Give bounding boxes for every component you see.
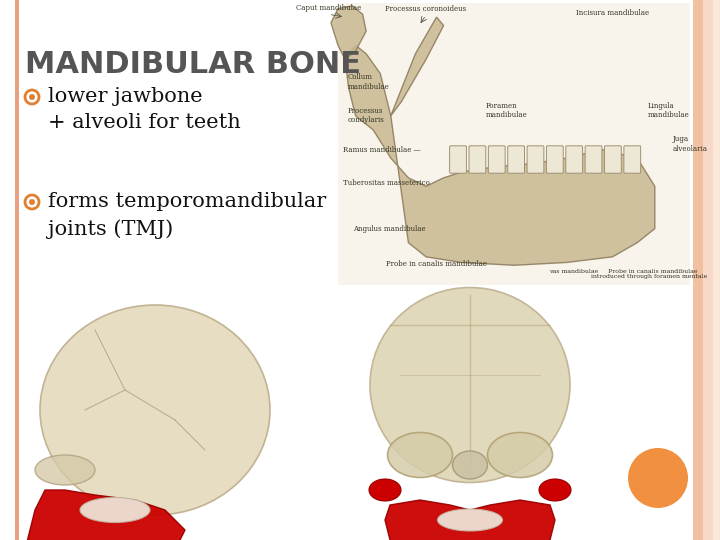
Ellipse shape <box>40 305 270 515</box>
Ellipse shape <box>539 479 571 501</box>
Text: Caput mandibulae: Caput mandibulae <box>296 4 361 12</box>
FancyBboxPatch shape <box>527 146 544 173</box>
Bar <box>15 0 19 540</box>
Text: lower jawbone
+ alveoli for teeth: lower jawbone + alveoli for teeth <box>48 87 240 132</box>
FancyBboxPatch shape <box>566 146 582 173</box>
FancyBboxPatch shape <box>624 146 641 173</box>
FancyBboxPatch shape <box>605 146 621 173</box>
Polygon shape <box>391 17 444 116</box>
FancyBboxPatch shape <box>488 146 505 173</box>
Text: Processus coronoideus: Processus coronoideus <box>385 5 467 13</box>
Polygon shape <box>331 6 366 59</box>
FancyBboxPatch shape <box>585 146 602 173</box>
Ellipse shape <box>387 433 452 477</box>
Ellipse shape <box>370 287 570 483</box>
Text: Probe in canalis mandibulae: Probe in canalis mandibulae <box>386 260 487 268</box>
Text: Lingula
mandibulae: Lingula mandibulae <box>648 102 690 119</box>
Ellipse shape <box>438 509 503 531</box>
Ellipse shape <box>452 451 487 479</box>
Text: Processus
condylaris: Processus condylaris <box>348 107 384 124</box>
Polygon shape <box>25 490 185 540</box>
Circle shape <box>628 448 688 508</box>
Bar <box>338 3 690 285</box>
FancyBboxPatch shape <box>546 146 563 173</box>
Text: Incisura mandibulae: Incisura mandibulae <box>576 9 649 17</box>
FancyBboxPatch shape <box>508 146 524 173</box>
Circle shape <box>29 199 35 205</box>
Text: Collum
mandibulae: Collum mandibulae <box>348 73 390 91</box>
Ellipse shape <box>487 433 552 477</box>
Text: Foramen
mandibulae: Foramen mandibulae <box>486 102 528 119</box>
Ellipse shape <box>35 455 95 485</box>
Bar <box>703 0 715 540</box>
Ellipse shape <box>80 497 150 523</box>
Text: Angulus mandibulae: Angulus mandibulae <box>353 225 426 233</box>
Text: MANDIBULAR BONE: MANDIBULAR BONE <box>25 50 361 79</box>
Text: Tuberositas masseterico: Tuberositas masseterico <box>343 179 430 187</box>
Polygon shape <box>385 500 555 540</box>
Circle shape <box>29 94 35 100</box>
Text: Juga
alveolaria: Juga alveolaria <box>672 136 707 153</box>
Ellipse shape <box>369 479 401 501</box>
FancyBboxPatch shape <box>469 146 486 173</box>
Polygon shape <box>345 45 654 265</box>
FancyBboxPatch shape <box>449 146 467 173</box>
Text: forms temporomandibular
joints (TMJ): forms temporomandibular joints (TMJ) <box>48 192 326 239</box>
Text: vas mandibulae     Probe in canalis mandibulae
                     introduced t: vas mandibulae Probe in canalis mandibul… <box>549 268 708 279</box>
Bar <box>693 0 720 540</box>
Text: Ramus mandibulae —: Ramus mandibulae — <box>343 146 420 154</box>
Bar <box>713 0 720 540</box>
